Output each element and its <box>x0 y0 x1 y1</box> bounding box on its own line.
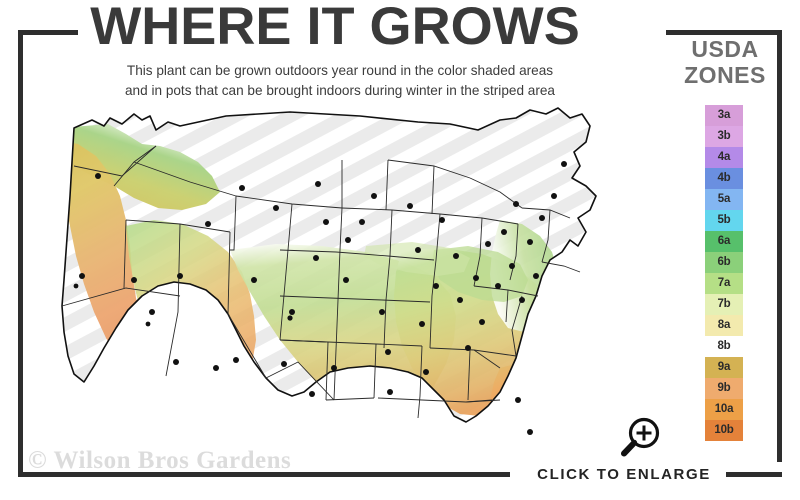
click-to-enlarge-label[interactable]: CLICK TO ENLARGE <box>537 466 711 483</box>
frame-left-segment <box>18 30 23 477</box>
frame-bottom-left-segment <box>18 472 510 477</box>
subtitle: This plant can be grown outdoors year ro… <box>30 61 650 101</box>
legend-swatch-10b: 10b <box>705 420 743 441</box>
page-title: WHERE IT GROWS <box>90 0 580 56</box>
legend-swatch-7a: 7a <box>705 273 743 294</box>
legend-swatch-9a: 9a <box>705 357 743 378</box>
frame-bottom-right-segment <box>726 472 782 477</box>
legend-swatch-4a: 4a <box>705 147 743 168</box>
legend-swatch-3b: 3b <box>705 126 743 147</box>
watermark: © Wilson Bros Gardens <box>28 447 292 474</box>
legend-title-line-1: USDA <box>691 36 759 62</box>
legend-swatch-4b: 4b <box>705 168 743 189</box>
legend-swatch-9b: 9b <box>705 378 743 399</box>
subtitle-line-2: and in pots that can be brought indoors … <box>125 83 555 98</box>
legend-swatch-6b: 6b <box>705 252 743 273</box>
usda-zone-legend: 3a 3b 4a 4b 5a 5b 6a 6b 7a 7b 8a 8b 9a 9b 10a 10b <box>705 105 743 441</box>
legend-swatch-8b: 8b <box>717 340 731 352</box>
usda-hardiness-map[interactable] <box>30 100 650 470</box>
frame-top-left-segment <box>18 30 78 35</box>
magnifier-plus-icon[interactable] <box>617 415 663 461</box>
legend-swatch-3a: 3a <box>705 105 743 126</box>
legend-title: USDA ZONES <box>665 36 785 88</box>
legend-title-line-2: ZONES <box>684 62 766 88</box>
subtitle-line-1: This plant can be grown outdoors year ro… <box>126 63 554 78</box>
legend-swatch-5a: 5a <box>705 189 743 210</box>
legend-swatch-10a: 10a <box>705 399 743 420</box>
frame-right-segment <box>777 30 782 462</box>
legend-swatch-8a: 8a <box>705 315 743 336</box>
frame-top-right-segment <box>666 30 782 35</box>
legend-swatch-5b: 5b <box>705 210 743 231</box>
legend-swatch-7b: 7b <box>705 294 743 315</box>
legend-swatch-6a: 6a <box>705 231 743 252</box>
